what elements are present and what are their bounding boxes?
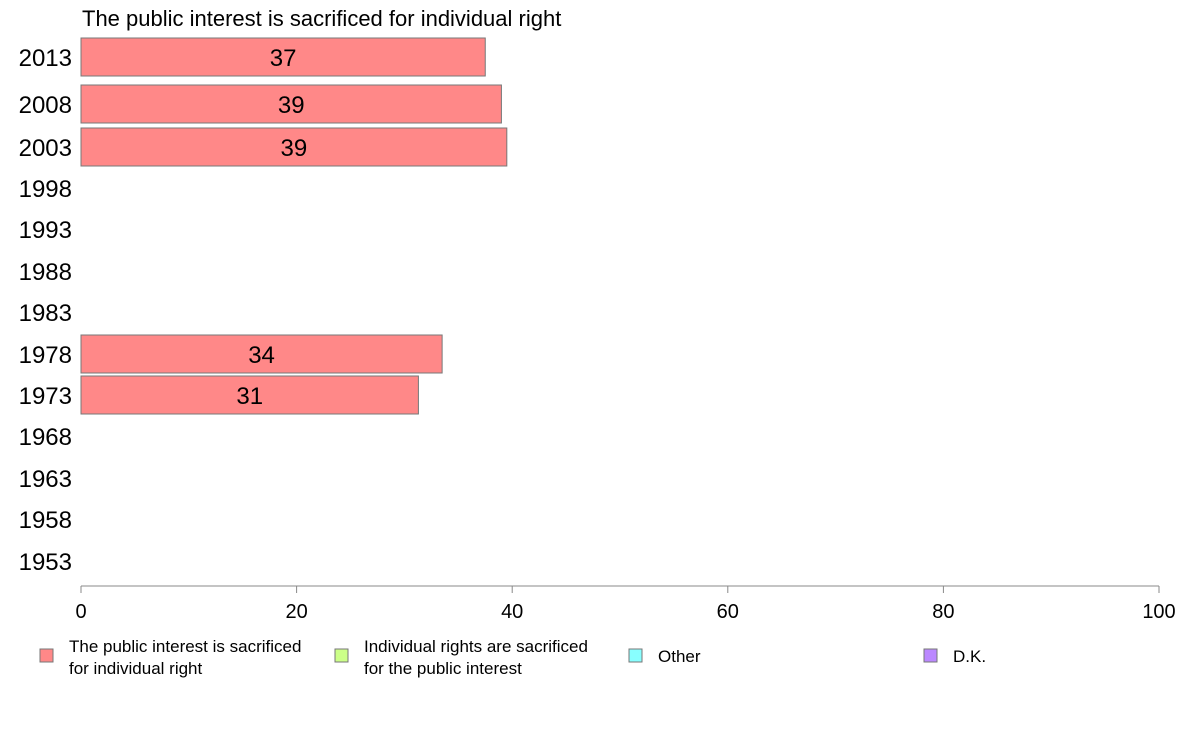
y-category-label: 1983: [19, 300, 72, 327]
bar: [80, 37, 486, 77]
x-tick-label: 40: [501, 601, 523, 623]
x-tick-label: 100: [1142, 601, 1175, 623]
legend-swatch: [334, 648, 349, 663]
y-category-label: 1963: [19, 466, 72, 493]
bar: [80, 84, 502, 124]
bar-value-label: 37: [270, 45, 297, 72]
y-category-label: 1968: [19, 424, 72, 451]
bar-value-label: 39: [278, 92, 305, 119]
y-axis-labels: 2013 2008 2003 1998 1993 1988 1983 1978 1973 1968…: [19, 45, 72, 576]
bar: [80, 127, 508, 167]
legend-swatch: [923, 648, 938, 663]
y-category-label: 1958: [19, 507, 72, 534]
y-category-label: 2008: [19, 92, 72, 119]
x-tick-label: 80: [932, 601, 954, 623]
legend-label: Individual rights are sacrificed: [364, 637, 588, 656]
y-category-label: 1993: [19, 217, 72, 244]
bar-value-label: 31: [236, 383, 263, 410]
y-category-label: 1953: [19, 549, 72, 576]
legend-swatch: [628, 648, 643, 663]
x-tick-label: 60: [717, 601, 739, 623]
legend-swatch: [39, 648, 54, 663]
y-category-label: 2013: [19, 45, 72, 72]
bar: [80, 334, 443, 374]
legend-label: D.K.: [953, 647, 986, 666]
bar-value-label: 34: [248, 342, 275, 369]
x-axis: 0 20 40 60 80 100: [75, 585, 1176, 623]
bar: [80, 375, 419, 415]
y-category-label: 1978: [19, 342, 72, 369]
legend-label: The public interest is sacrificed: [69, 637, 301, 656]
legend-label: for individual right: [69, 659, 203, 678]
chart-title: The public interest is sacrificed for in…: [82, 6, 561, 31]
bar-value-label: 39: [281, 135, 308, 162]
x-tick-label: 0: [75, 601, 86, 623]
legend-label: for the public interest: [364, 659, 522, 678]
legend-label: Other: [658, 647, 701, 666]
bars-group: 37 39 39 34 31: [80, 37, 508, 415]
y-category-label: 1998: [19, 176, 72, 203]
x-tick-label: 20: [285, 601, 307, 623]
legend: The public interest is sacrificed for ind…: [39, 637, 986, 678]
y-category-label: 1988: [19, 259, 72, 286]
y-category-label: 2003: [19, 135, 72, 162]
y-category-label: 1973: [19, 383, 72, 410]
